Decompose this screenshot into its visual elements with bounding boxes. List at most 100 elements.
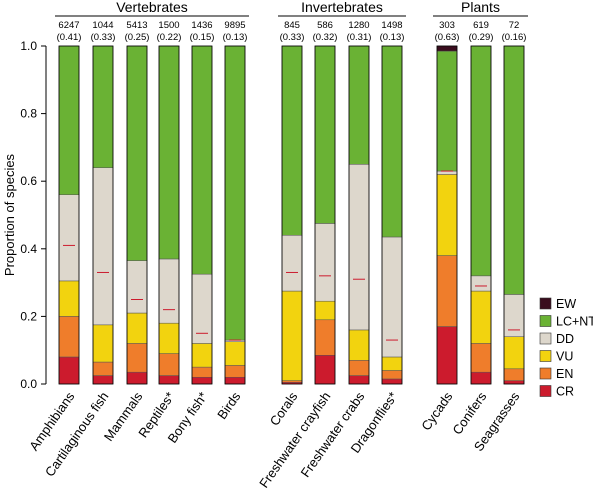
segment-vu: [348, 329, 370, 361]
segment-lcnt: [314, 45, 336, 224]
bar-outline: [58, 45, 80, 385]
bar-cartilaginous-fish: [92, 45, 114, 385]
bar-seagrasses: [503, 45, 525, 385]
x-tick-label: Birds: [214, 389, 244, 422]
legend-label: LC+NT: [556, 315, 593, 329]
bar-corals: [281, 45, 303, 385]
segment-cr: [191, 376, 213, 385]
segment-en: [191, 366, 213, 378]
bar-bony-fish: [191, 45, 213, 385]
y-axis-title-group: Proportion of species: [2, 153, 17, 276]
segment-lcnt: [281, 45, 303, 236]
segment-dd: [314, 223, 336, 302]
group-header: Vertebrates: [116, 0, 188, 15]
segment-en: [281, 380, 303, 383]
segment-lcnt: [470, 45, 492, 277]
segment-en: [92, 361, 114, 376]
bar-outline: [436, 45, 458, 385]
bar-outline: [92, 45, 114, 385]
legend-label: VU: [556, 350, 573, 364]
segment-en: [348, 360, 370, 376]
segment-lcnt: [58, 45, 80, 195]
segment-en: [158, 353, 180, 376]
segment-en: [436, 255, 458, 327]
segment-vu: [58, 280, 80, 317]
y-tick-label: 0.2: [20, 309, 37, 323]
species-count: 5413: [126, 20, 147, 31]
segment-cr: [503, 380, 525, 385]
species-count: 845: [284, 20, 300, 31]
segment-lcnt: [158, 45, 180, 260]
segment-dd: [348, 164, 370, 331]
segment-cr: [58, 356, 80, 385]
threatened-proportion: (0.31): [347, 32, 372, 43]
segment-cr: [92, 375, 114, 385]
legend-item-en: EN: [539, 367, 573, 381]
legend-item-cr: CR: [539, 385, 574, 399]
bar-amphibians: [58, 45, 80, 385]
segment-vu: [281, 290, 303, 381]
segment-en: [503, 368, 525, 381]
species-count: 303: [439, 20, 455, 31]
species-count: 1498: [381, 20, 402, 31]
bar-birds: [224, 45, 246, 385]
species-count: 1500: [158, 20, 179, 31]
segment-en: [126, 343, 148, 373]
segment-en: [314, 319, 336, 356]
bar-freshwater-crabs: [348, 45, 370, 385]
legend-label: CR: [556, 385, 574, 399]
segment-cr: [126, 371, 148, 385]
segment-cr: [224, 376, 246, 385]
species-count: 619: [473, 20, 489, 31]
segment-vu: [381, 356, 403, 371]
segment-vu: [191, 343, 213, 368]
bar-outline: [224, 45, 246, 385]
segment-lcnt: [381, 45, 403, 238]
bar-outline: [314, 45, 336, 385]
threatened-proportion: (0.32): [313, 32, 338, 43]
threatened-proportion: (0.41): [57, 32, 82, 43]
bar-freshwater-crayfish: [314, 45, 336, 385]
segment-dd: [281, 235, 303, 292]
bar-outline: [470, 45, 492, 385]
segment-ew: [436, 45, 458, 52]
segment-lcnt: [191, 45, 213, 275]
segment-en: [58, 316, 80, 358]
segment-cr: [436, 326, 458, 385]
bar-cycads: [436, 45, 458, 385]
y-tick-label: 0.0: [20, 377, 37, 391]
segment-vu: [126, 312, 148, 344]
segment-lcnt: [126, 45, 148, 261]
segment-cr: [158, 375, 180, 385]
segment-cr: [470, 371, 492, 385]
threatened-proportion: (0.29): [469, 32, 494, 43]
bars: [58, 45, 525, 385]
segment-vu: [158, 322, 180, 354]
segment-dd: [470, 275, 492, 292]
y-axis-title: Proportion of species: [2, 153, 17, 276]
species-count: 1044: [92, 20, 113, 31]
legend-swatch: [539, 297, 552, 310]
species-count: 1436: [191, 20, 212, 31]
species-count: 1280: [348, 20, 369, 31]
y-tick-label: 0.6: [20, 174, 37, 188]
threatened-proportion: (0.22): [157, 32, 182, 43]
legend-swatch: [539, 315, 552, 327]
segment-en: [381, 370, 403, 380]
legend-swatch: [539, 385, 552, 397]
threatened-proportion: (0.63): [435, 32, 460, 43]
bar-outline: [158, 45, 180, 385]
legend-swatch: [539, 350, 552, 362]
segment-vu: [436, 174, 458, 256]
legend-swatch: [539, 367, 552, 380]
segment-dd: [436, 170, 458, 175]
segment-lcnt: [436, 50, 458, 172]
legend-item-ew: EW: [539, 297, 576, 311]
species-count: 9895: [224, 20, 245, 31]
y-axis: 0.0 0.2 0.4 0.6 0.8 1.0: [20, 39, 47, 391]
segment-vu: [314, 300, 336, 321]
segment-dd: [92, 167, 114, 326]
segment-vu: [92, 324, 114, 363]
